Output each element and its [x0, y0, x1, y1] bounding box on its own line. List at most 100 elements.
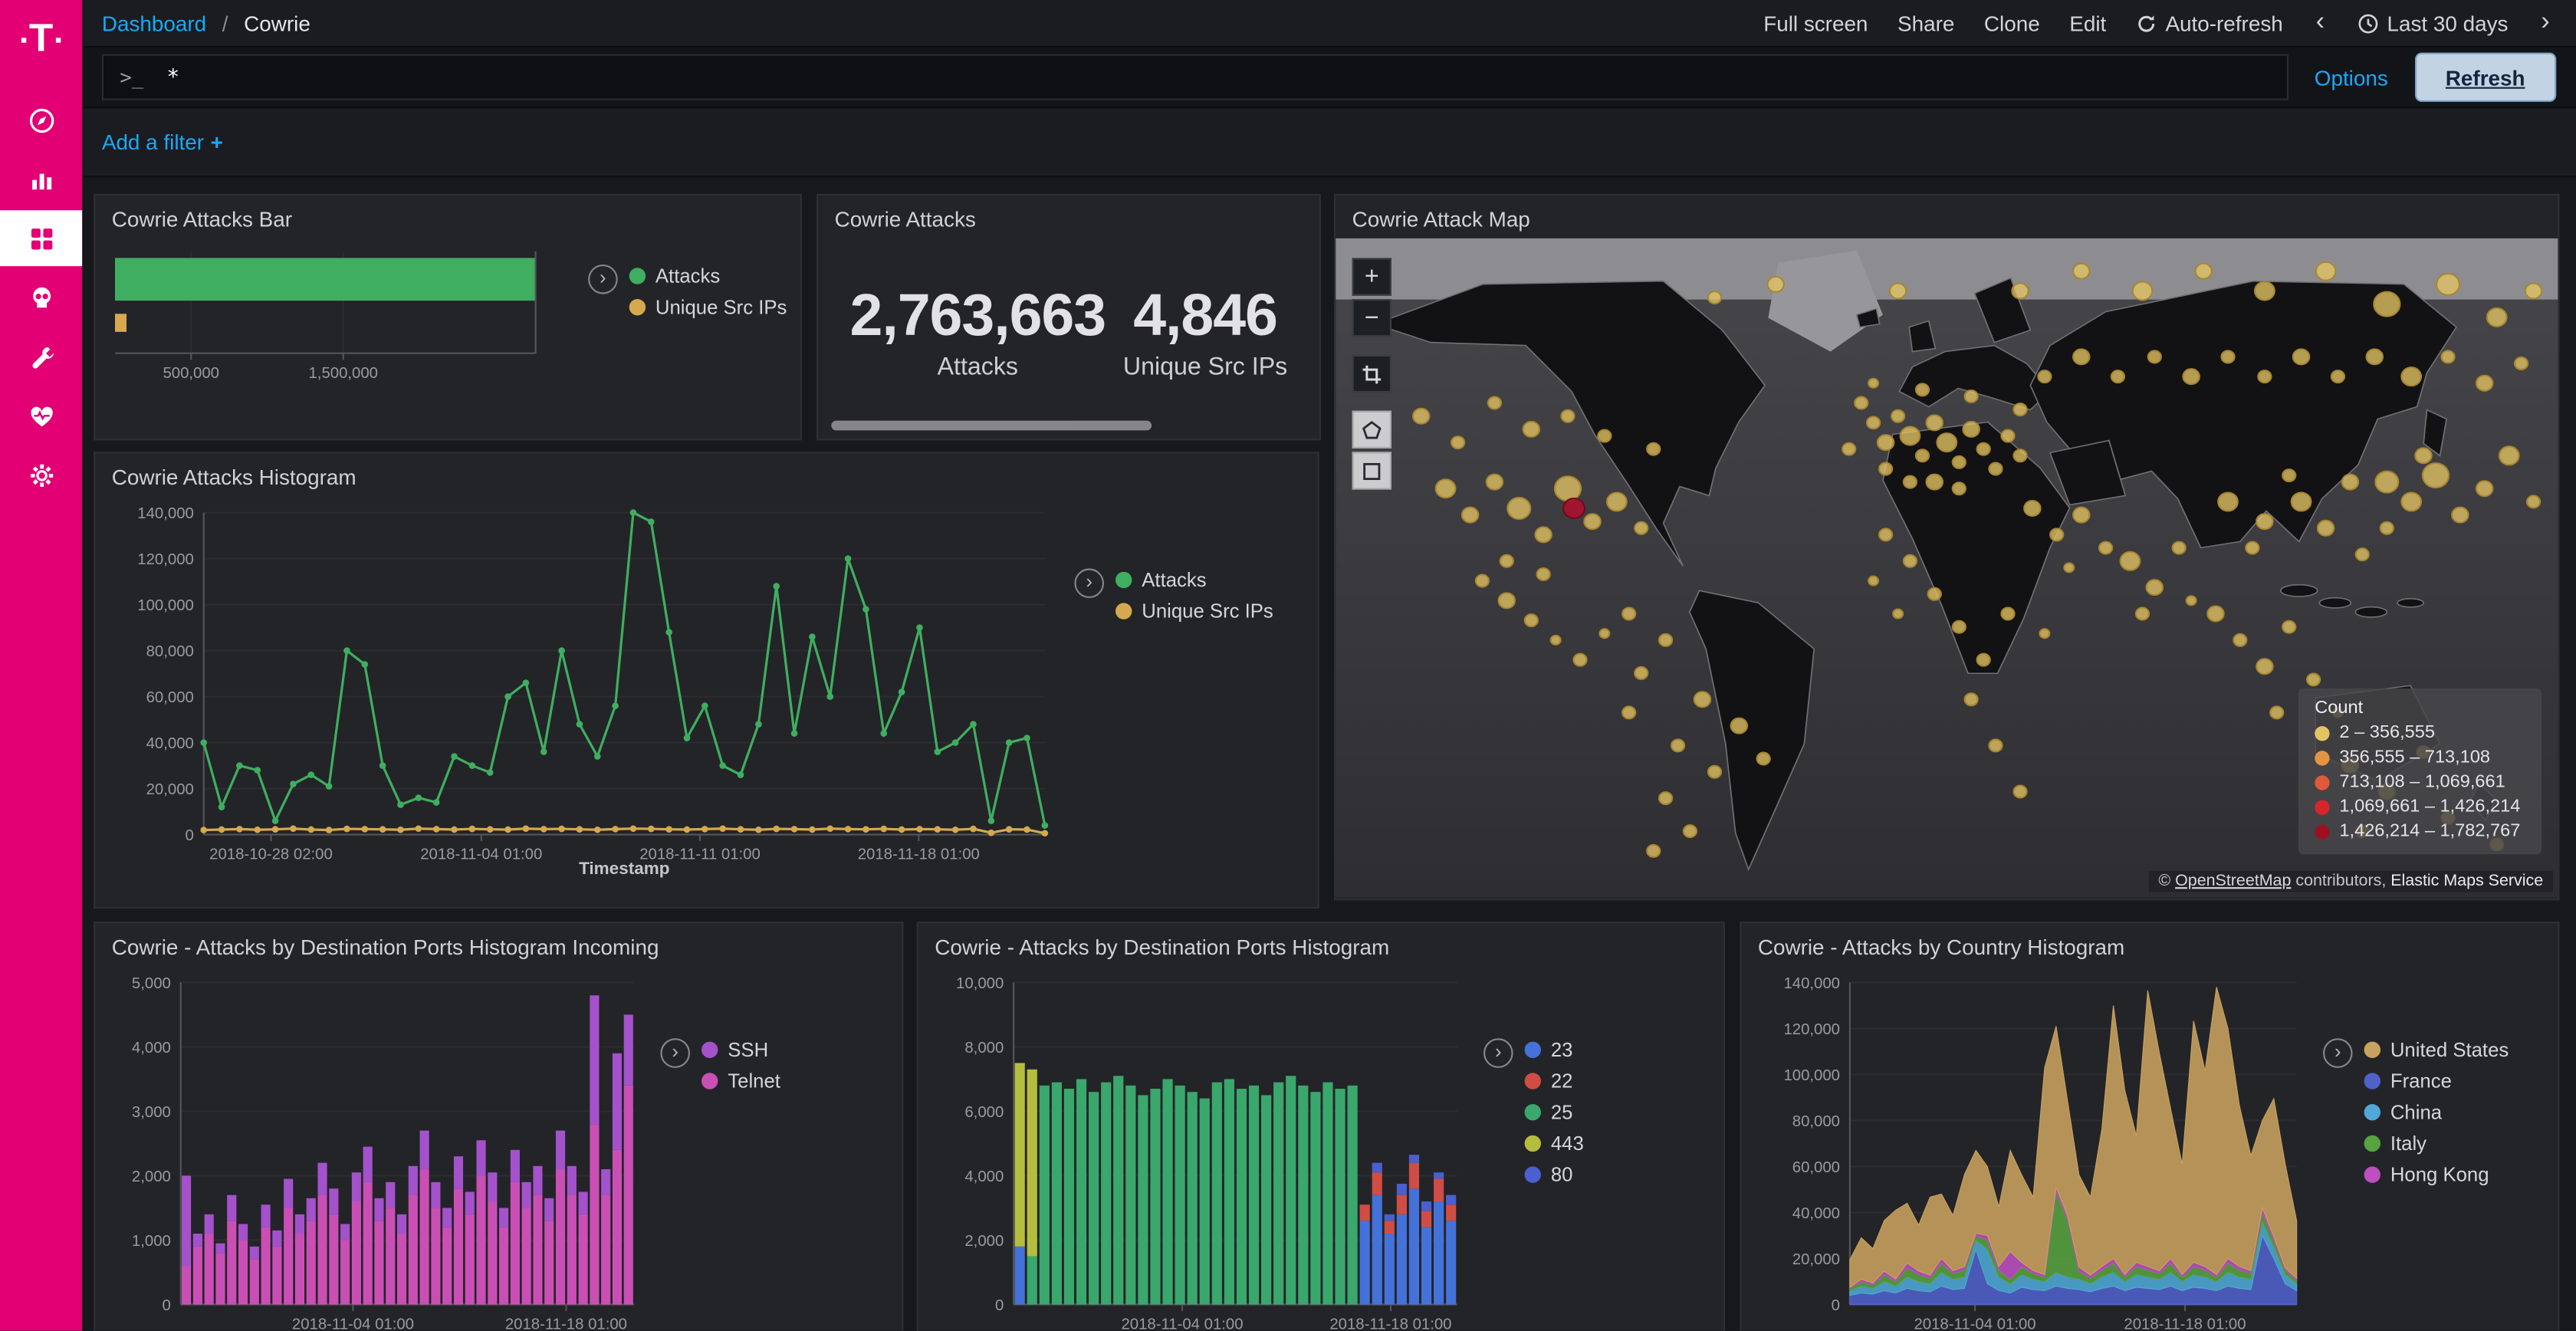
legend-item-23[interactable]: 23: [1524, 1038, 1584, 1061]
legend-item-ssh[interactable]: SSH: [702, 1038, 780, 1061]
sidebar-item-dashboard[interactable]: [0, 210, 83, 267]
country-chart[interactable]: 0 20,000 40,000 60,000 80,000 100,000 120,000 1…: [1755, 969, 2314, 1331]
svg-text:2018-11-04 01:00: 2018-11-04 01:00: [420, 846, 542, 863]
legend-dot: [2315, 774, 2330, 790]
world-map[interactable]: [1336, 238, 2558, 898]
time-range-picker[interactable]: Last 30 days: [2358, 11, 2508, 35]
panel-title: Cowrie Attacks Bar: [111, 207, 293, 232]
breadcrumb-dashboard-link[interactable]: Dashboard: [101, 10, 207, 36]
legend-item-united-states[interactable]: United States: [2364, 1038, 2509, 1061]
legend-dot: [629, 299, 646, 316]
svg-text:120,000: 120,000: [1783, 1021, 1840, 1038]
ports-chart[interactable]: 0 2,000 4,000 6,000 8,000 10,000 2018-11-04 01…: [932, 969, 1474, 1331]
legend-item-22[interactable]: 22: [1524, 1070, 1584, 1093]
legend-item-unique-src-ips[interactable]: Unique Src IPs: [629, 296, 787, 319]
legend-item-hong-kong[interactable]: Hong Kong: [2364, 1163, 2509, 1186]
sidebar-item-management[interactable]: [0, 447, 82, 503]
svg-text:140,000: 140,000: [1783, 975, 1840, 992]
legend-toggle-icon[interactable]: ›: [588, 265, 618, 294]
time-forward-button[interactable]: ›: [2538, 9, 2553, 36]
legend-item-telnet[interactable]: Telnet: [702, 1070, 780, 1093]
draw-rect-button[interactable]: [1352, 452, 1392, 490]
svg-text:0: 0: [995, 1297, 1004, 1314]
panel-title: Cowrie - Attacks by Destination Ports Hi…: [111, 935, 659, 960]
horizontal-scrollbar[interactable]: [831, 420, 1152, 431]
metric-attacks: 2,763,663 Attacks: [850, 281, 1107, 382]
svg-text:2018-11-04 01:00: 2018-11-04 01:00: [292, 1316, 414, 1331]
sidebar-item-discover[interactable]: [0, 92, 82, 148]
legend-item-25[interactable]: 25: [1524, 1101, 1584, 1124]
query-input[interactable]: >_ *: [101, 54, 2288, 100]
svg-text:500,000: 500,000: [163, 365, 219, 382]
svg-text:20,000: 20,000: [146, 781, 194, 798]
svg-text:2018-11-11 01:00: 2018-11-11 01:00: [639, 846, 761, 863]
draw-polygon-button[interactable]: [1352, 410, 1392, 449]
panel-ports-histogram: Cowrie - Attacks by Destination Ports Hi…: [916, 922, 1725, 1331]
gear-icon: [30, 463, 53, 486]
map-controls: + −: [1352, 258, 1392, 490]
svg-text:2,000: 2,000: [132, 1168, 171, 1185]
panel-cowrie-attacks-metric: Cowrie Attacks 2,763,663 Attacks 4,846 U…: [816, 193, 1321, 441]
legend-toggle-icon[interactable]: ›: [1483, 1038, 1513, 1068]
clone-button[interactable]: Clone: [1983, 10, 2040, 36]
edit-button[interactable]: Edit: [2069, 10, 2107, 36]
share-button[interactable]: Share: [1898, 10, 1955, 36]
ports-incoming-chart[interactable]: 0 1,000 2,000 3,000 4,000 5,000 2018-11-04 01:…: [108, 969, 650, 1331]
svg-text:2018-11-18 01:00: 2018-11-18 01:00: [1329, 1316, 1451, 1331]
legend-item-80[interactable]: 80: [1524, 1163, 1584, 1186]
legend-item-attacks[interactable]: Attacks: [1116, 568, 1273, 591]
legend-dot: [2364, 1135, 2380, 1152]
svg-text:2018-11-04 01:00: 2018-11-04 01:00: [1914, 1316, 2036, 1331]
fit-bounds-button[interactable]: [1352, 354, 1392, 393]
legend-dot: [1524, 1166, 1541, 1183]
add-filter-link[interactable]: Add a filter +: [101, 130, 223, 155]
sidebar-item-security[interactable]: [0, 269, 82, 325]
sidebar-item-monitoring[interactable]: [0, 388, 82, 444]
sidebar-item-visualize[interactable]: [0, 151, 82, 207]
sidebar-item-dev-tools[interactable]: [0, 329, 82, 385]
metric-label: Attacks: [937, 353, 1019, 382]
refresh-button[interactable]: Refresh: [2414, 52, 2557, 102]
svg-text:2018-11-04 01:00: 2018-11-04 01:00: [1121, 1316, 1243, 1331]
legend-item-france[interactable]: France: [2364, 1070, 2509, 1093]
panel-title: Cowrie - Attacks by Destination Ports Hi…: [935, 935, 1390, 960]
legend-dot: [702, 1041, 718, 1058]
time-back-button[interactable]: ‹: [2312, 9, 2328, 36]
auto-refresh-button[interactable]: Auto-refresh: [2136, 11, 2283, 35]
legend-item-unique-src-ips[interactable]: Unique Src IPs: [1116, 600, 1273, 623]
svg-text:120,000: 120,000: [137, 551, 194, 568]
svg-text:2018-11-18 01:00: 2018-11-18 01:00: [858, 846, 980, 863]
legend-item-attacks[interactable]: Attacks: [629, 265, 787, 288]
attacks-histogram-chart[interactable]: 0 20,000 40,000 60,000 80,000 100,000 120,000 1…: [108, 499, 1061, 890]
options-link[interactable]: Options: [2314, 64, 2388, 90]
svg-text:80,000: 80,000: [1792, 1113, 1840, 1130]
panel-title: Cowrie - Attacks by Country Histogram: [1757, 935, 2125, 960]
openstreetmap-link[interactable]: OpenStreetMap: [2175, 872, 2292, 891]
map-legend-item: 713,108 – 1,069,661: [2315, 772, 2525, 792]
full-screen-button[interactable]: Full screen: [1763, 10, 1868, 36]
panel-title: Cowrie Attack Map: [1352, 207, 1530, 232]
crop-icon: [1362, 365, 1382, 384]
zoom-out-button[interactable]: −: [1352, 299, 1392, 337]
panel-title: Cowrie Attacks: [834, 207, 976, 232]
zoom-in-button[interactable]: +: [1352, 258, 1392, 296]
svg-text:2018-10-28 02:00: 2018-10-28 02:00: [209, 846, 333, 863]
query-bar: >_ * Options Refresh: [82, 48, 2576, 109]
legend-label: Unique Src IPs: [655, 295, 787, 319]
legend-toggle-icon[interactable]: ›: [2323, 1038, 2353, 1068]
svg-text:6,000: 6,000: [964, 1104, 1004, 1121]
svg-text:Timestamp: Timestamp: [579, 859, 669, 878]
legend-toggle-icon[interactable]: ›: [660, 1038, 690, 1068]
legend-item-443[interactable]: 443: [1524, 1132, 1584, 1155]
breadcrumb: Dashboard / Cowrie: [102, 11, 310, 35]
top-nav-bar: Dashboard / Cowrie Full screen Share Clo…: [82, 0, 2576, 48]
svg-text:140,000: 140,000: [137, 505, 194, 522]
legend-dot: [1524, 1135, 1541, 1152]
attacks-bar-chart[interactable]: 500,000 1,500,000: [108, 242, 568, 399]
legend-toggle-icon[interactable]: ›: [1074, 568, 1104, 598]
legend-item-italy[interactable]: Italy: [2364, 1132, 2509, 1155]
map-canvas[interactable]: + − Count 2 – 356,555 356,555 – 713,108 …: [1336, 238, 2558, 898]
legend-item-china[interactable]: China: [2364, 1101, 2509, 1124]
query-value: *: [166, 64, 180, 90]
